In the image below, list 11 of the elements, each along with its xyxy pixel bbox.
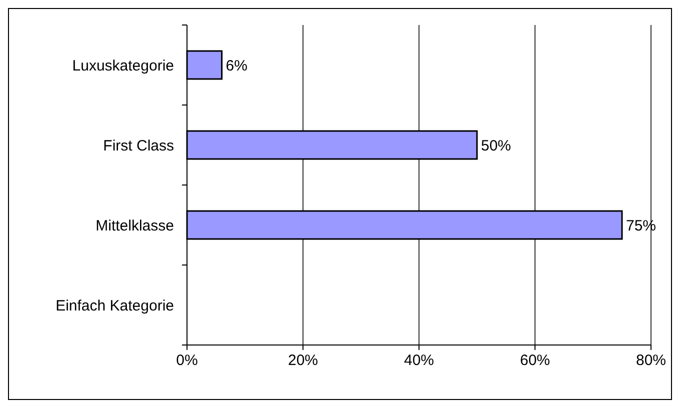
x-tick-label: 0% (176, 352, 198, 369)
x-tick-label: 20% (288, 352, 318, 369)
x-tick-label: 60% (520, 352, 550, 369)
data-label: 50% (481, 137, 512, 154)
y-tick-label: Einfach Kategorie (56, 297, 174, 314)
x-tick-label: 80% (636, 352, 666, 369)
y-tick-label: First Class (103, 137, 174, 154)
data-label: 6% (226, 57, 248, 74)
x-tick-label: 40% (404, 352, 434, 369)
y-tick-label: Mittelklasse (96, 217, 174, 234)
y-tick-label: Luxuskategorie (72, 57, 174, 74)
